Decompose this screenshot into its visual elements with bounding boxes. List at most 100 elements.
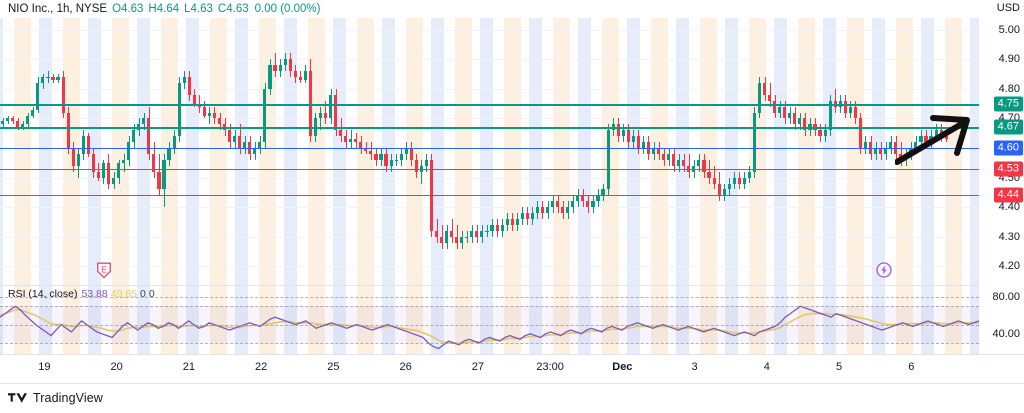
price-level-line[interactable]	[0, 169, 979, 170]
tradingview-logo[interactable]: TradingView	[8, 391, 103, 405]
candle-body	[364, 148, 368, 151]
symbol-title[interactable]: NIO Inc., 1h, NYSE	[8, 3, 108, 15]
session-band-postmarket	[945, 18, 962, 354]
candle-body	[591, 201, 595, 208]
candle-body	[838, 100, 842, 107]
rsi-ma-value: 49.85	[110, 288, 138, 300]
candle-body	[439, 236, 444, 243]
candle-body	[172, 136, 176, 149]
time-tick-label: 19	[38, 361, 51, 373]
candle-wick	[487, 224, 488, 237]
price-level-line[interactable]	[0, 127, 979, 129]
rsi-title: RSI (14, close)	[8, 288, 78, 300]
price-axis[interactable]: USD 5.00 4.90 4.80 4.70 4.50 4.40 4.30 4.20 4.7…	[979, 0, 1024, 382]
candle-wick	[320, 106, 321, 131]
time-axis-divider	[0, 354, 1024, 355]
candle-body	[66, 112, 70, 149]
price-level-line[interactable]	[0, 148, 979, 149]
candle-body	[434, 230, 439, 237]
session-band-postmarket	[63, 18, 80, 354]
dividend-marker-icon[interactable]	[876, 262, 892, 283]
candle-body	[576, 195, 580, 202]
candle-body	[737, 177, 741, 184]
candle-body	[485, 230, 489, 232]
candle-body	[354, 139, 358, 143]
candle-wick	[901, 142, 902, 166]
candle-body	[414, 159, 418, 172]
candle-body	[707, 171, 711, 178]
candle-body	[858, 118, 862, 149]
candle-body	[187, 77, 191, 95]
candle-body	[601, 189, 605, 196]
session-band-postmarket	[259, 18, 276, 354]
rsi-pane[interactable]	[0, 286, 979, 354]
earnings-marker-icon[interactable]: E	[97, 262, 112, 284]
candle-body	[217, 118, 222, 125]
candle-body	[339, 130, 343, 137]
candle-body	[732, 177, 736, 184]
candle-body	[884, 148, 888, 154]
candle-body	[757, 83, 762, 113]
candle-body	[788, 112, 792, 119]
gridline-horizontal	[0, 237, 979, 238]
session-band-premarket	[774, 18, 787, 354]
price-tick-label: 5.00	[998, 23, 1020, 36]
rsi-level-line	[0, 343, 979, 344]
session-band-premarket	[627, 18, 640, 354]
high-label: H	[148, 3, 157, 15]
session-band-postmarket	[700, 18, 717, 354]
price-level-tag[interactable]: 4.67	[993, 119, 1023, 135]
candle-body	[142, 118, 146, 125]
price-tick-label: 4.90	[998, 53, 1020, 66]
session-band-postmarket	[14, 18, 31, 354]
gridline-horizontal	[0, 59, 979, 60]
price-level-tag[interactable]: 4.44	[993, 187, 1023, 203]
candle-body	[621, 130, 625, 137]
candle-body	[111, 177, 116, 184]
session-band-postmarket	[602, 18, 619, 354]
candle-body	[833, 100, 837, 107]
time-tick-label: 21	[182, 361, 195, 373]
gridline-horizontal	[0, 207, 979, 208]
rsi-plot	[0, 305, 979, 350]
symbol-legend[interactable]: NIO Inc., 1h, NYSE O4.63 H4.64 L4.63 C4.63 0.…	[8, 2, 320, 16]
candle-body	[828, 100, 832, 131]
session-band-premarket	[970, 18, 979, 354]
candle-body	[122, 159, 126, 163]
candle-body	[545, 207, 550, 214]
candle-body	[793, 112, 797, 125]
candle-body	[692, 165, 696, 172]
price-level-line[interactable]	[0, 104, 979, 106]
price-level-tag[interactable]: 4.53	[993, 161, 1023, 177]
candle-body	[495, 224, 499, 231]
candle-body	[626, 130, 630, 143]
candle-body	[293, 71, 297, 78]
time-axis[interactable]: 19 20 21 22 25 26 27 23:00 Dec 3 4 5 6	[0, 355, 979, 382]
time-tick-label: 22	[254, 361, 268, 373]
currency-label: USD	[996, 2, 1020, 14]
candle-body	[399, 153, 403, 160]
session-band-postmarket	[847, 18, 864, 354]
candle-wick	[300, 71, 301, 83]
candle-body	[742, 177, 746, 184]
candle-body	[455, 236, 459, 243]
chart-markers[interactable]: E	[0, 0, 979, 382]
price-pane[interactable]	[0, 18, 979, 284]
candle-body	[606, 130, 610, 190]
session-band-postmarket	[161, 18, 178, 354]
gridline-horizontal	[0, 30, 979, 31]
price-level-tag[interactable]: 4.60	[993, 140, 1023, 156]
price-level-tag[interactable]: 4.75	[993, 96, 1023, 112]
candle-body	[520, 213, 524, 219]
session-band-postmarket	[749, 18, 766, 354]
candle-body	[798, 118, 802, 125]
arrow-annotation[interactable]	[895, 112, 973, 170]
rsi-legend[interactable]: RSI (14, close) 53.88 49.85 0 0	[8, 288, 155, 300]
candle-wick	[457, 224, 458, 249]
candle-body	[641, 142, 645, 149]
price-level-line[interactable]	[0, 195, 979, 196]
candle-body	[288, 59, 292, 72]
candle-body	[379, 153, 383, 160]
candle-body	[667, 153, 671, 160]
